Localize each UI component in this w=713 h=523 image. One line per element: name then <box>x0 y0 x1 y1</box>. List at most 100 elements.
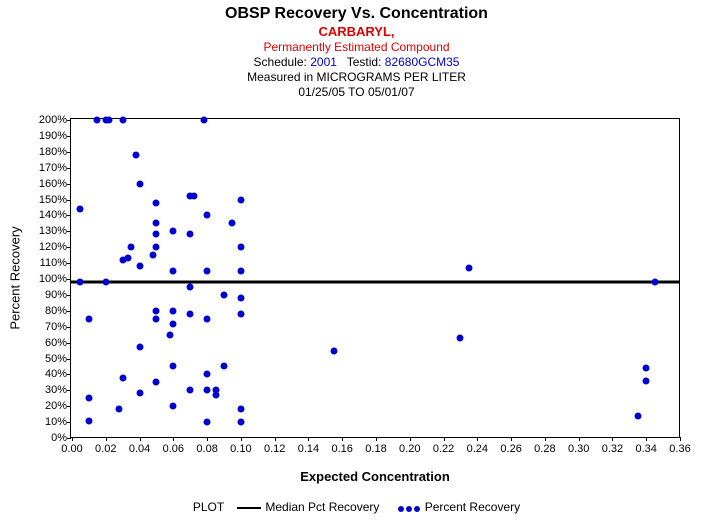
scatter-point <box>221 291 228 298</box>
x-tick-label: 0.26 <box>500 443 521 455</box>
x-tick-label: 0.02 <box>95 443 116 455</box>
scatter-point <box>237 244 244 251</box>
scatter-point <box>187 231 194 238</box>
y-tick-label: 190% <box>33 130 67 142</box>
testid-label: Testid: <box>347 55 382 69</box>
scatter-point <box>77 279 84 286</box>
scatter-point <box>136 390 143 397</box>
scatter-point <box>116 406 123 413</box>
legend-points-icon <box>397 501 421 515</box>
y-tick-label: 100% <box>33 273 67 285</box>
scatter-point <box>136 263 143 270</box>
legend-median-label: Median Pct Recovery <box>265 500 379 514</box>
scatter-point <box>643 377 650 384</box>
x-axis-label: Expected Concentration <box>300 469 450 484</box>
scatter-point <box>170 320 177 327</box>
x-tick-label: 0.24 <box>467 443 488 455</box>
scatter-point <box>187 387 194 394</box>
x-tick-label: 0.18 <box>365 443 386 455</box>
schedule-label: Schedule: <box>254 55 307 69</box>
scatter-point <box>204 315 211 322</box>
scatter-point <box>153 307 160 314</box>
x-tick-label: 0.16 <box>332 443 353 455</box>
testid-value: 82680GCM35 <box>385 55 460 69</box>
y-tick-label: 40% <box>33 368 67 380</box>
x-tick-label: 0.10 <box>230 443 251 455</box>
scatter-point <box>153 220 160 227</box>
y-tick-label: 80% <box>33 305 67 317</box>
scatter-point <box>204 212 211 219</box>
scatter-point <box>457 334 464 341</box>
legend: PLOT Median Pct Recovery Percent Recover… <box>0 500 713 515</box>
scatter-point <box>153 231 160 238</box>
scatter-point <box>153 315 160 322</box>
scatter-point <box>85 395 92 402</box>
y-tick-label: 30% <box>33 384 67 396</box>
scatter-point <box>170 363 177 370</box>
x-tick-label: 0.36 <box>669 443 690 455</box>
y-tick-label: 60% <box>33 337 67 349</box>
y-tick-label: 160% <box>33 178 67 190</box>
scatter-point <box>190 193 197 200</box>
x-tick-label: 0.32 <box>602 443 623 455</box>
scatter-point <box>170 403 177 410</box>
scatter-point <box>133 151 140 158</box>
y-tick-label: 90% <box>33 289 67 301</box>
y-tick-label: 20% <box>33 400 67 412</box>
x-tick-label: 0.00 <box>61 443 82 455</box>
y-tick-label: 130% <box>33 225 67 237</box>
scatter-point <box>465 264 472 271</box>
scatter-point <box>102 279 109 286</box>
scatter-point <box>170 268 177 275</box>
scatter-point <box>237 268 244 275</box>
x-tick-label: 0.20 <box>399 443 420 455</box>
scatter-point <box>136 344 143 351</box>
scatter-point <box>200 117 207 124</box>
x-tick-label: 0.08 <box>196 443 217 455</box>
schedule-value: 2001 <box>310 55 337 69</box>
scatter-point <box>237 196 244 203</box>
x-tick-label: 0.30 <box>568 443 589 455</box>
median-line <box>71 281 679 284</box>
scatter-point <box>221 363 228 370</box>
chart-area: Percent Recovery 0%10%20%30%40%50%60%70%… <box>70 118 680 438</box>
scatter-point <box>204 371 211 378</box>
y-tick-label: 70% <box>33 321 67 333</box>
measured-label: Measured in MICROGRAMS PER LITER <box>0 70 713 85</box>
scatter-point <box>166 331 173 338</box>
scatter-point <box>170 307 177 314</box>
x-tick-label: 0.04 <box>129 443 150 455</box>
scatter-point <box>237 295 244 302</box>
scatter-point <box>229 220 236 227</box>
scatter-point <box>119 374 126 381</box>
x-tick-label: 0.06 <box>163 443 184 455</box>
x-tick-label: 0.12 <box>264 443 285 455</box>
x-tick-label: 0.22 <box>433 443 454 455</box>
y-tick-label: 200% <box>33 114 67 126</box>
x-tick-label: 0.28 <box>534 443 555 455</box>
scatter-point <box>124 255 131 262</box>
scatter-point <box>153 244 160 251</box>
scatter-point <box>212 387 219 394</box>
scatter-point <box>204 387 211 394</box>
scatter-point <box>150 252 157 259</box>
scatter-point <box>128 244 135 251</box>
scatter-point <box>136 180 143 187</box>
y-tick-label: 50% <box>33 353 67 365</box>
estimated-label: Permanently Estimated Compound <box>0 40 713 55</box>
scatter-point <box>204 419 211 426</box>
scatter-point <box>77 206 84 213</box>
scatter-point <box>153 199 160 206</box>
scatter-point <box>643 365 650 372</box>
scatter-point <box>187 283 194 290</box>
scatter-point <box>237 419 244 426</box>
chart-title: OBSP Recovery Vs. Concentration <box>0 4 713 24</box>
scatter-point <box>119 117 126 124</box>
scatter-point <box>634 412 641 419</box>
y-axis-label: Percent Recovery <box>8 226 23 329</box>
scatter-point <box>153 379 160 386</box>
legend-plot-label: PLOT <box>193 500 224 514</box>
scatter-point <box>204 268 211 275</box>
scatter-point <box>85 315 92 322</box>
scatter-point <box>85 417 92 424</box>
